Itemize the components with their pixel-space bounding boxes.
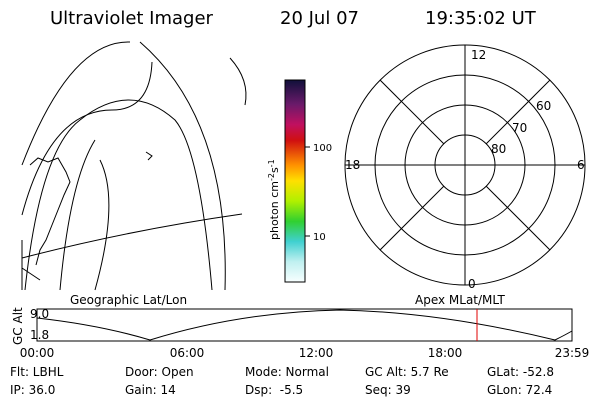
unit-exp: -1 [267,159,276,167]
unit-exp: -2 [267,173,276,181]
lat-line [59,139,96,291]
polar-ring-label: 80 [491,142,506,156]
unit: photon cm [268,181,281,240]
polar-diag [379,185,445,251]
lat-line [139,41,226,291]
polar-diag [379,79,445,145]
lat-line [229,57,247,106]
polar-label: 6 [577,158,585,172]
lon-line [21,240,41,290]
orbit-axis-label: GC Alt [11,307,25,345]
orbit-xtick-label: 12:00 [299,346,334,360]
polar-diag [485,79,551,145]
polar-label: 0 [468,277,476,291]
status-field: Seq: 39 [365,383,411,397]
polar-ring-label: 60 [536,99,551,113]
status-field: Door: Open [125,365,194,379]
orbit-curve [36,309,573,341]
coastline [29,157,71,266]
polar-diag [485,185,551,251]
status-field: GLon: 72.4 [487,383,552,397]
orbit-xtick-label: 18:00 [428,346,463,360]
colorbar [284,79,306,283]
footer: Flt: LBHL Door: Open Mode: Normal GC Alt: 5… [10,365,554,397]
lat-line [24,99,213,291]
time: 19:35:02 UT [425,8,537,29]
unit: s [268,167,281,173]
orbit-left-label: Geographic Lat/Lon [70,293,187,307]
status-field: GLat: -52.8 [487,365,554,379]
geo-map [21,41,247,291]
colorbar-label: photon cm-2s-1 [267,159,281,240]
status-field: GC Alt: 5.7 Re [365,365,449,379]
status-field: Flt: LBHL [10,365,64,379]
status-field: IP: 36.0 [10,383,55,397]
polar-label: 12 [471,48,486,62]
lat-line [94,159,110,291]
status-field: Gain: 14 [125,383,176,397]
orbit-ytick-label: 9.0 [30,307,49,321]
orbit-xtick-label: 00:00 [20,346,55,360]
orbit-right-label: Apex MLat/MLT [415,293,505,307]
lon-line [21,213,243,259]
polar-label: 18 [345,158,360,172]
orbit-xtick-label: 23:59 [555,346,590,360]
coastline [145,151,153,161]
colorbar-tick-label: 100 [313,143,332,154]
orbit-xtick-label: 06:00 [170,346,205,360]
status-field: Dsp: -5.5 [245,383,303,397]
orbit-frame [36,308,573,342]
title: Ultraviolet Imager [50,8,214,29]
date: 20 Jul 07 [280,8,359,29]
orbit-ytick-label: 1.8 [30,328,49,342]
lat-line [21,61,153,216]
polar-ring-label: 70 [512,121,527,135]
lat-line [21,41,131,166]
status-field: Mode: Normal [245,365,329,379]
colorbar-tick-label: 10 [313,232,326,243]
polar-plot: 12 18 6 0 60 70 80 [344,44,586,291]
